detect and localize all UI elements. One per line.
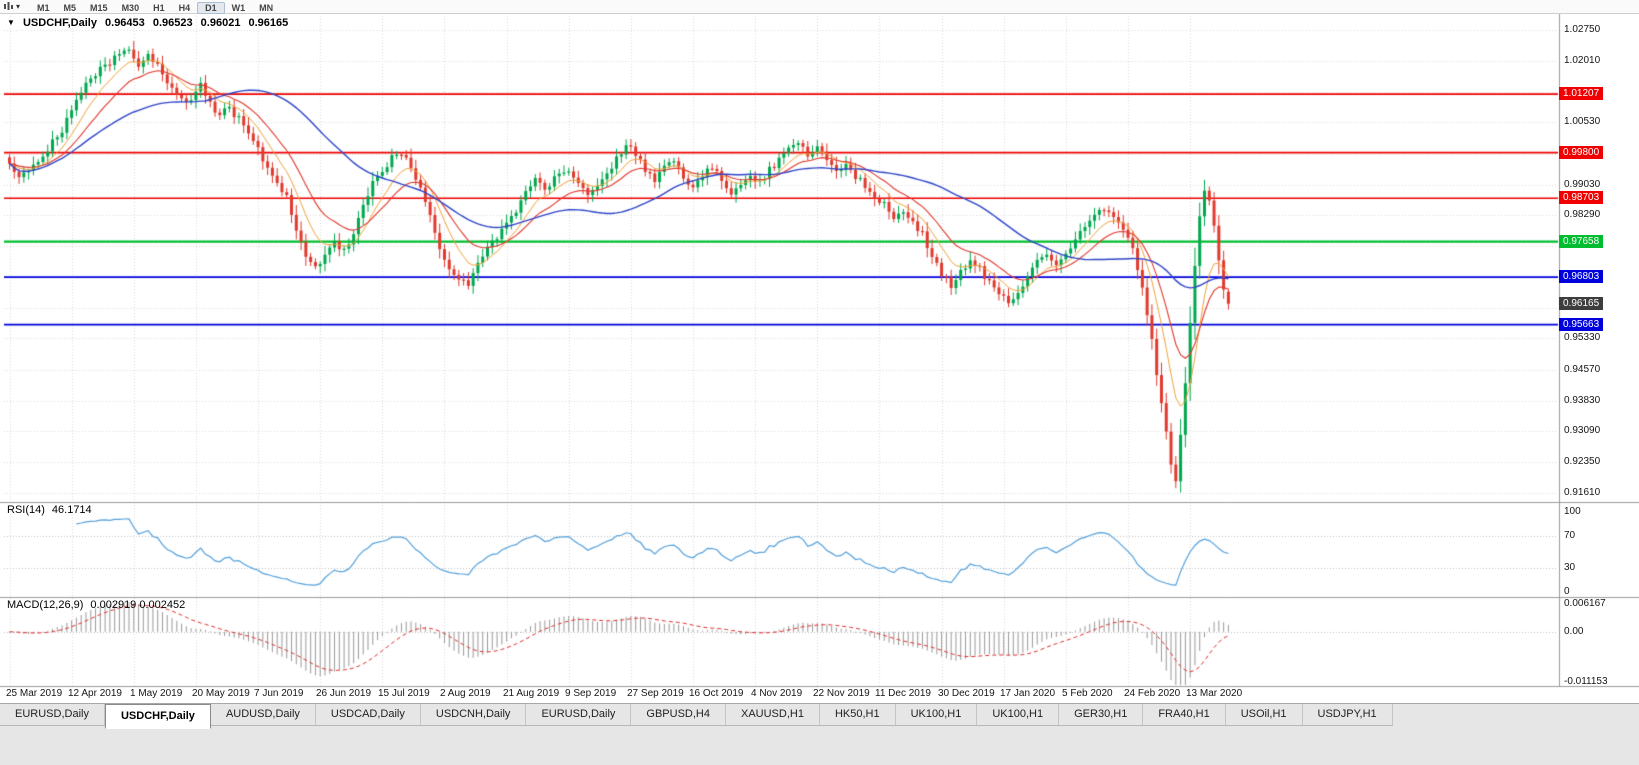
price-axis-label: 0.93090 — [1564, 425, 1601, 436]
date-axis-label: 26 Jun 2019 — [316, 688, 372, 699]
chart-type-icon[interactable] — [3, 1, 15, 12]
price-axis-label: 1.00530 — [1564, 116, 1601, 127]
level-price-tag[interactable]: 0.95663 — [1559, 318, 1604, 331]
rsi-axis-label: 70 — [1564, 530, 1576, 541]
chart-tab-8-hk50-h1[interactable]: HK50,H1 — [819, 704, 896, 726]
date-axis-label: 24 Feb 2020 — [1124, 688, 1181, 699]
price-chart-canvas[interactable] — [0, 14, 1639, 703]
ohlc-open: 0.96453 — [105, 17, 145, 29]
timeframe-button-w1[interactable]: W1 — [231, 2, 246, 13]
level-price-tag[interactable]: 0.99800 — [1559, 146, 1604, 159]
date-axis-label: 12 Apr 2019 — [68, 688, 122, 699]
level-price-tag[interactable]: 0.97658 — [1559, 235, 1604, 248]
chart-symbol-label: USDCHF,Daily — [22, 17, 97, 29]
date-axis-label: 17 Jan 2020 — [1000, 688, 1056, 699]
timeframe-button-m5[interactable]: M5 — [63, 2, 77, 13]
date-axis-label: 30 Dec 2019 — [938, 688, 995, 699]
ohlc-close: 0.96165 — [248, 17, 289, 29]
chart-overlays: ▼ USDCHF,Daily 0.96453 0.96523 0.96021 0… — [0, 14, 1639, 703]
date-axis-label: 27 Sep 2019 — [627, 688, 684, 699]
chart-tab-list: EURUSD,Daily USDCHF,Daily AUDUSD,Daily USDC… — [0, 704, 1393, 729]
timeframe-button-h1[interactable]: H1 — [153, 2, 165, 13]
price-axis-label: 0.93830 — [1564, 395, 1601, 406]
chart-tab-6-gbpusd-h4[interactable]: GBPUSD,H4 — [631, 704, 726, 726]
chart-window: ▼ USDCHF,Daily 0.96453 0.96523 0.96021 0… — [0, 14, 1639, 703]
timeframe-button-m30[interactable]: M30 — [121, 2, 140, 13]
date-axis-label: 15 Jul 2019 — [378, 688, 430, 699]
timeframe-button-d1[interactable]: D1 — [197, 1, 225, 14]
macd-indicator-label: MACD(12,26,9) 0.002919 0.002452 — [7, 599, 192, 611]
timeframe-button-m1[interactable]: M1 — [37, 2, 50, 13]
date-axis-label: 25 Mar 2019 — [6, 688, 63, 699]
chart-tab-1-usdchf-daily[interactable]: USDCHF,Daily — [104, 704, 211, 729]
ohlc-high: 0.96523 — [152, 17, 193, 29]
rsi-axis-label: 0 — [1564, 586, 1570, 597]
date-axis-label: 1 May 2019 — [130, 688, 183, 699]
current-price-tag: 0.96165 — [1559, 297, 1604, 310]
price-axis-label: 1.02750 — [1564, 24, 1601, 35]
chart-tab-10-uk100-h1[interactable]: UK100,H1 — [977, 704, 1060, 726]
macd-axis-label: 0.00 — [1564, 626, 1584, 637]
chart-tab-2-audusd-daily[interactable]: AUDUSD,Daily — [210, 704, 316, 726]
price-axis-label: 0.94570 — [1564, 364, 1601, 375]
chart-tab-5-eurusd-daily[interactable]: EURUSD,Daily — [526, 704, 632, 726]
price-axis-label: 0.98290 — [1564, 209, 1601, 220]
chart-tab-bar: EURUSD,Daily USDCHF,Daily AUDUSD,Daily USDC… — [0, 703, 1639, 729]
chart-tab-13-usoil-h1[interactable]: USOil,H1 — [1225, 704, 1303, 726]
rsi-name: RSI(14) — [7, 504, 45, 516]
rsi-indicator-label: RSI(14) 46.1714 — [7, 504, 99, 516]
chart-type-dropdown-icon[interactable]: ▾ — [16, 1, 21, 11]
price-axis-label: 0.95330 — [1564, 332, 1601, 343]
price-axis-label: 0.92350 — [1564, 456, 1601, 467]
date-axis-label: 11 Dec 2019 — [875, 688, 931, 699]
date-axis-label: 21 Aug 2019 — [503, 688, 560, 699]
macd-axis-label: 0.006167 — [1564, 598, 1606, 609]
date-axis-label: 2 Aug 2019 — [440, 688, 491, 699]
chart-tab-7-xauusd-h1[interactable]: XAUUSD,H1 — [725, 704, 820, 726]
chart-tab-12-fra40-h1[interactable]: FRA40,H1 — [1143, 704, 1226, 726]
macd-values: 0.002919 0.002452 — [90, 599, 186, 611]
rsi-axis-label: 100 — [1564, 506, 1581, 517]
symbol-dropdown-icon[interactable]: ▼ — [7, 18, 15, 27]
rsi-axis-label: 30 — [1564, 562, 1576, 573]
rsi-value: 46.1714 — [51, 504, 92, 516]
chart-title: ▼ USDCHF,Daily 0.96453 0.96523 0.96021 0… — [7, 17, 293, 29]
date-axis-label: 5 Feb 2020 — [1062, 688, 1113, 699]
chart-tab-3-usdcad-daily[interactable]: USDCAD,Daily — [315, 704, 421, 726]
date-axis-label: 4 Nov 2019 — [751, 688, 803, 699]
date-axis-label: 20 May 2019 — [192, 688, 250, 699]
timeframe-list: M1 M5 M15 M30 H1 H4 D1 W1 MN — [30, 0, 280, 16]
level-price-tag[interactable]: 1.01207 — [1559, 87, 1604, 100]
price-axis-label: 0.91610 — [1564, 487, 1601, 498]
date-axis-label: 13 Mar 2020 — [1186, 688, 1243, 699]
chart-tab-14-usdjpy-h1[interactable]: USDJPY,H1 — [1302, 704, 1393, 726]
timeframe-button-h4[interactable]: H4 — [178, 2, 191, 13]
level-price-tag[interactable]: 0.98703 — [1559, 191, 1604, 204]
ohlc-low: 0.96021 — [200, 17, 241, 29]
date-axis-label: 9 Sep 2019 — [565, 688, 617, 699]
macd-axis-label: -0.011153 — [1564, 676, 1608, 687]
macd-name: MACD(12,26,9) — [7, 599, 84, 611]
date-axis-label: 7 Jun 2019 — [254, 688, 304, 699]
price-axis-label: 1.02010 — [1564, 55, 1601, 66]
price-axis-label: 0.99030 — [1564, 179, 1601, 190]
chart-tab-4-usdcnh-daily[interactable]: USDCNH,Daily — [420, 704, 527, 726]
timeframe-button-m15[interactable]: M15 — [90, 2, 108, 13]
chart-tab-9-uk100-h1[interactable]: UK100,H1 — [895, 704, 978, 726]
status-strip — [0, 729, 1639, 765]
chart-tab-11-ger30-h1[interactable]: GER30,H1 — [1059, 704, 1144, 726]
date-axis-label: 22 Nov 2019 — [813, 688, 870, 699]
timeframe-button-mn[interactable]: MN — [259, 2, 274, 13]
date-axis-label: 16 Oct 2019 — [689, 688, 744, 699]
top-toolbar: ▾ M1 M5 M15 M30 H1 H4 D1 W1 MN — [0, 0, 1639, 14]
chart-tab-0-eurusd-daily[interactable]: EURUSD,Daily — [0, 704, 105, 726]
level-price-tag[interactable]: 0.96803 — [1559, 270, 1604, 283]
